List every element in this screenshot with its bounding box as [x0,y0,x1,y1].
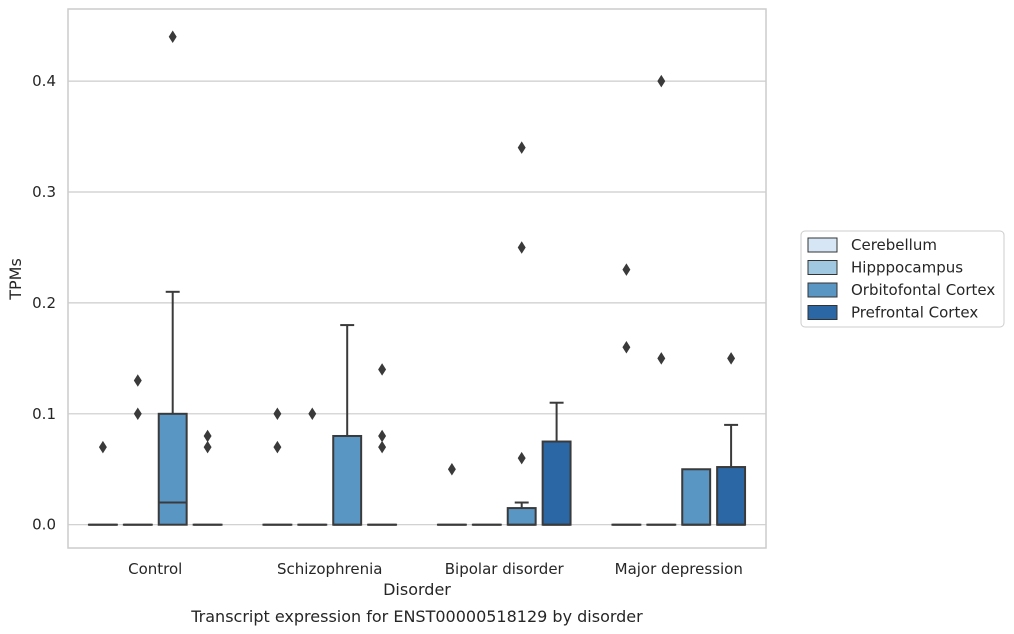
legend-swatch-prefrontal-cortex [807,305,838,320]
legend-label-prefrontal-cortex: Prefrontal Cortex [851,304,978,322]
box-prefrontal-cortex-control [192,429,223,526]
y-tick-label: 0.0 [32,516,56,534]
y-tick-label: 0.2 [32,294,56,312]
y-tick-label: 0.3 [32,183,56,201]
legend-label-cerebellum: Cerebellum [851,236,937,254]
box-cerebellum-schizophrenia [262,407,293,526]
box-prefrontal-cortex-bipolar-disorder [541,401,572,526]
box-cerebellum-bipolar-disorder [436,463,467,526]
box-body [681,468,712,526]
y-axis-title: TPMs [6,258,25,301]
legend-swatch-cerebellum [807,237,838,253]
box-plot-area [87,30,747,526]
outlier-point [517,451,526,465]
outlier-point [273,407,282,421]
outlier-point [447,463,456,476]
outlier-point [727,352,736,365]
box-orbitofontal-cortex-control [157,30,188,526]
box-cerebellum-major-depression [611,263,642,526]
box-orbitofontal-cortex-schizophrenia [332,324,363,526]
box-cerebellum-control [87,440,118,526]
outlier-point [308,407,317,421]
legend-label-hipppocampus: Hipppocampus [851,259,963,277]
outlier-point [622,341,631,354]
box-body [541,440,572,526]
outlier-point [133,407,142,421]
outlier-point [517,241,526,254]
outlier-point [203,429,212,443]
legend-label-orbitofontal-cortex: Orbitofontal Cortex [851,281,995,299]
x-axis-ticks: Control Schizophrenia Bipolar disorder Majo… [128,560,743,578]
outlier-point [273,440,282,454]
legend-swatch-orbitofontal-cortex [807,282,838,298]
box-body [157,412,188,526]
box-hipppocampus-schizophrenia [297,407,328,526]
outlier-point [657,74,666,88]
y-tick-label: 0.1 [32,405,56,423]
outlier-point [378,440,387,454]
box-body [332,434,363,526]
outlier-point [168,30,177,43]
box-body [716,466,747,526]
outlier-point [133,374,142,387]
box-body [506,507,537,526]
legend-swatch-hipppocampus [807,260,838,275]
outlier-point [657,352,666,365]
box-orbitofontal-cortex-bipolar-disorder [506,141,537,526]
x-axis-title: Disorder [383,580,451,599]
y-axis-ticks: 0.0 0.1 0.2 0.3 0.4 [32,72,56,534]
box-prefrontal-cortex-major-depression [716,352,747,526]
figure-caption: Transcript expression for ENST0000051812… [190,607,643,626]
outlier-point [203,440,212,454]
outlier-point [517,141,526,154]
plot-frame [67,8,767,549]
outlier-point [378,429,387,443]
box-prefrontal-cortex-schizophrenia [367,363,398,526]
legend: Cerebellum Hipppocampus Orbitofontal Corte… [800,230,1005,328]
x-tick-label: Schizophrenia [277,560,382,578]
x-tick-label: Control [128,560,182,578]
x-tick-label: Bipolar disorder [445,560,565,578]
box-hipppocampus-control [122,374,153,526]
box-orbitofontal-cortex-major-depression [681,468,712,526]
outlier-point [378,363,387,376]
y-tick-label: 0.4 [32,72,56,90]
box-hipppocampus-major-depression [646,74,677,526]
x-tick-label: Major depression [615,560,743,578]
legend-frame [800,230,1005,328]
outlier-point [622,263,631,276]
outlier-point [98,440,107,454]
